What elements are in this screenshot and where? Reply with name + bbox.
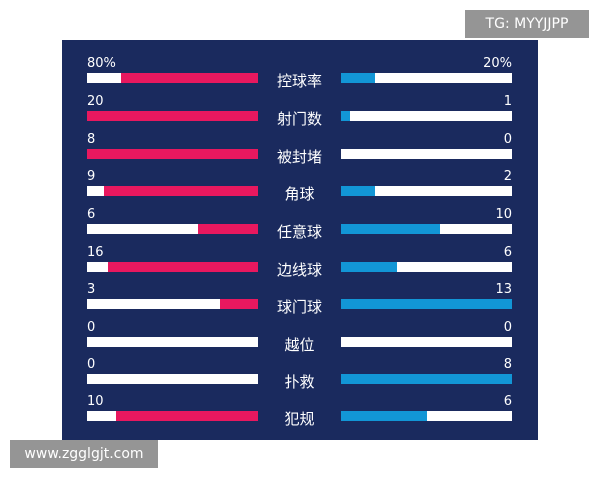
right-value: 13 (495, 282, 512, 297)
stat-row: 3 13 球门球 (62, 283, 538, 321)
left-value: 80% (87, 56, 116, 71)
stat-label: 球门球 (276, 298, 322, 316)
left-bar-fill (107, 262, 258, 272)
left-value: 3 (87, 282, 96, 297)
left-bar-fill (104, 186, 258, 196)
stat-row: 0 8 扑救 (62, 358, 538, 396)
left-bar-fill (116, 411, 258, 421)
right-value: 0 (503, 320, 512, 335)
stat-label: 控球率 (276, 72, 322, 90)
left-value: 10 (87, 394, 104, 409)
stat-label: 犯规 (284, 410, 315, 428)
right-bar-fill (341, 374, 512, 384)
stat-row: 9 2 角球 (62, 170, 538, 208)
right-value: 0 (503, 132, 512, 147)
right-bar (341, 374, 512, 384)
left-value: 20 (87, 94, 104, 109)
right-bar-fill (341, 186, 376, 196)
match-stats-panel: 80% 20% 控球率 20 1 射门数 8 0 被封堵 9 2 角球 6 10 任意球 16 6 边线球 3 13 球… (62, 40, 538, 440)
right-bar-fill (341, 224, 441, 234)
right-bar (341, 299, 512, 309)
left-bar (87, 299, 258, 309)
left-bar-fill (87, 111, 258, 121)
stat-label: 扑救 (284, 373, 315, 391)
left-bar (87, 374, 258, 384)
left-value: 0 (87, 357, 96, 372)
left-bar (87, 224, 258, 234)
left-bar (87, 262, 258, 272)
right-bar (341, 111, 512, 121)
left-bar (87, 411, 258, 421)
right-value: 2 (503, 169, 512, 184)
left-bar-fill (121, 73, 258, 83)
left-value: 0 (87, 320, 96, 335)
right-value: 20% (483, 56, 512, 71)
left-bar (87, 337, 258, 347)
stat-label: 射门数 (276, 110, 322, 128)
stat-label: 被封堵 (276, 148, 322, 166)
watermark-site: www.zgglgjt.com (10, 440, 158, 468)
right-value: 6 (503, 245, 512, 260)
left-value: 6 (87, 207, 96, 222)
right-value: 8 (503, 357, 512, 372)
right-bar-fill (341, 262, 398, 272)
left-bar (87, 186, 258, 196)
stat-row: 8 0 被封堵 (62, 133, 538, 171)
left-bar (87, 111, 258, 121)
stat-row: 16 6 边线球 (62, 246, 538, 284)
right-bar (341, 337, 512, 347)
left-value: 9 (87, 169, 96, 184)
right-bar (341, 73, 512, 83)
left-bar (87, 149, 258, 159)
stat-row: 6 10 任意球 (62, 208, 538, 246)
right-bar-fill (341, 73, 376, 83)
stat-label: 角球 (284, 185, 315, 203)
right-bar (341, 224, 512, 234)
right-value: 1 (503, 94, 512, 109)
right-bar (341, 411, 512, 421)
right-bar (341, 149, 512, 159)
right-value: 10 (495, 207, 512, 222)
stat-row: 0 0 越位 (62, 321, 538, 359)
stat-label: 任意球 (276, 223, 322, 241)
watermark-top: TG: MYYJJPP (465, 10, 589, 38)
stat-row: 20 1 射门数 (62, 95, 538, 133)
left-bar-fill (198, 224, 258, 234)
left-bar-fill (87, 149, 258, 159)
left-value: 16 (87, 245, 104, 260)
right-value: 6 (503, 394, 512, 409)
stat-row: 10 6 犯规 (62, 395, 538, 433)
right-bar-fill (341, 299, 512, 309)
stat-row: 80% 20% 控球率 (62, 57, 538, 95)
right-bar (341, 186, 512, 196)
left-bar (87, 73, 258, 83)
left-bar-fill (220, 299, 258, 309)
stat-label: 边线球 (276, 261, 322, 279)
left-value: 8 (87, 132, 96, 147)
right-bar (341, 262, 512, 272)
right-bar-fill (341, 111, 350, 121)
stat-label: 越位 (284, 336, 315, 354)
right-bar-fill (341, 411, 427, 421)
